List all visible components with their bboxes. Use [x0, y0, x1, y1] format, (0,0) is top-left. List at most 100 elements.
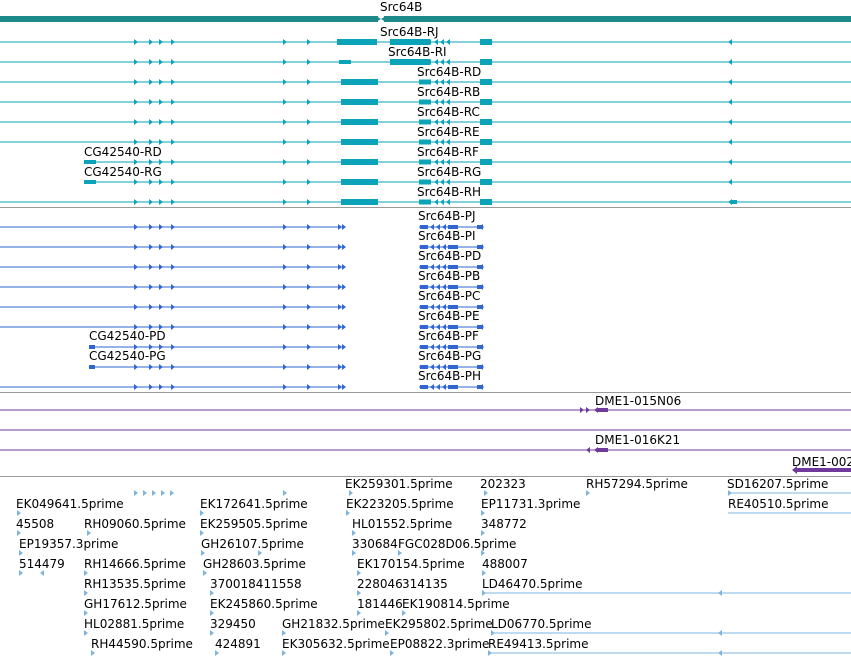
protein-left-label[interactable]: CG42540-PG: [89, 349, 166, 363]
transcript-exon: [480, 139, 492, 145]
transcript-label[interactable]: Src64B-RI: [388, 45, 447, 59]
protein-label[interactable]: Src64B-PD: [418, 249, 482, 263]
gene-label[interactable]: Src64B: [380, 0, 423, 14]
est-label[interactable]: GH21832.5prime: [282, 617, 385, 631]
est-label[interactable]: 330684: [352, 537, 398, 551]
protein-strand-arrow: [442, 284, 446, 290]
est-arrow: [346, 510, 350, 516]
est-label[interactable]: EK295802.5prime: [385, 617, 493, 631]
est-label[interactable]: 181446: [357, 597, 403, 611]
est-label[interactable]: RH09060.5prime: [84, 517, 186, 531]
transcript-label[interactable]: Src64B-RC: [417, 105, 480, 119]
est-label[interactable]: EP19357.3prime: [19, 537, 119, 551]
est-label[interactable]: EK259301.5prime: [345, 477, 453, 491]
protein-strand-arrow: [283, 384, 287, 390]
protein-label[interactable]: Src64B-PI: [418, 229, 476, 243]
protein-label[interactable]: Src64B-PB: [418, 269, 481, 283]
est-arrow: [357, 570, 361, 576]
transcript-exon: [84, 180, 96, 184]
transcript-exon: [732, 200, 737, 204]
transcript-exon: [419, 179, 431, 185]
est-label[interactable]: HL02881.5prime: [84, 617, 185, 631]
transcript-label[interactable]: Src64B-RB: [417, 85, 481, 99]
est-label[interactable]: SD16207.5prime: [727, 477, 829, 491]
est-label[interactable]: 348772: [481, 517, 527, 531]
transcript-exon: [341, 119, 378, 125]
transcript-strand-arrow: [728, 179, 732, 185]
est-label[interactable]: RH14666.5prime: [84, 557, 186, 571]
est-label[interactable]: RE40510.5prime: [728, 497, 829, 511]
clone-label[interactable]: DME1-002: [792, 455, 851, 469]
est-label[interactable]: LD06770.5prime: [491, 617, 592, 631]
protein-label[interactable]: Src64B-PE: [418, 309, 480, 323]
transcript-left-label[interactable]: CG42540-RG: [84, 165, 162, 179]
est-label[interactable]: RH44590.5prime: [91, 637, 193, 651]
protein-label[interactable]: Src64B-PF: [418, 329, 479, 343]
protein-strand-arrow: [338, 344, 342, 350]
est-label[interactable]: 228046: [357, 577, 403, 591]
protein-label[interactable]: Src64B-PH: [418, 369, 481, 383]
est-label[interactable]: FGC028D06.5prime: [398, 537, 517, 551]
est-label[interactable]: EK049641.5prime: [16, 497, 124, 511]
est-label[interactable]: 514479: [19, 557, 65, 571]
protein-exon: [420, 225, 428, 229]
transcript-label[interactable]: Src64B-RE: [417, 125, 480, 139]
est-label[interactable]: EK259505.5prime: [200, 517, 308, 531]
est-label[interactable]: EK223205.5prime: [346, 497, 454, 511]
est-arrow: [352, 550, 356, 556]
est-label[interactable]: EK305632.5prime: [282, 637, 390, 651]
protein-strand-arrow: [283, 244, 287, 250]
transcript-label[interactable]: Src64B-RD: [417, 65, 482, 79]
transcript-exon: [419, 59, 431, 65]
protein-strand-arrow: [342, 344, 346, 350]
clone-label[interactable]: DME1-015N06: [595, 394, 682, 408]
est-label[interactable]: GH28603.5prime: [203, 557, 306, 571]
protein-strand-arrow: [134, 284, 138, 290]
est-label[interactable]: GH26107.5prime: [201, 537, 304, 551]
transcript-strand-arrow: [159, 59, 163, 65]
est-label[interactable]: 424891: [215, 637, 261, 651]
est-label[interactable]: HL01552.5prime: [352, 517, 453, 531]
est-label[interactable]: EK172641.5prime: [200, 497, 308, 511]
protein-left-label[interactable]: CG42540-PD: [89, 329, 166, 343]
est-label[interactable]: 329450: [210, 617, 256, 631]
transcript-exon: [84, 160, 96, 164]
est-label[interactable]: EK190814.5prime: [402, 597, 510, 611]
transcript-label[interactable]: Src64B-RH: [417, 185, 482, 199]
transcript-label[interactable]: Src64B-RG: [417, 165, 482, 179]
transcript-exon: [480, 39, 492, 45]
est-label[interactable]: 314135: [402, 577, 448, 591]
transcript-label[interactable]: Src64B-RF: [417, 145, 479, 159]
protein-label[interactable]: Src64B-PJ: [418, 209, 476, 223]
est-label[interactable]: RH57294.5prime: [586, 477, 688, 491]
transcript-strand-arrow: [171, 119, 175, 125]
est-label[interactable]: LD46470.5prime: [482, 577, 583, 591]
est-label[interactable]: EK170154.5prime: [357, 557, 465, 571]
est-arrow: [282, 630, 286, 636]
est-label[interactable]: EP11731.3prime: [481, 497, 581, 511]
est-label[interactable]: RH13535.5prime: [84, 577, 186, 591]
est-label[interactable]: 45508: [16, 517, 55, 531]
protein-label[interactable]: Src64B-PC: [418, 289, 481, 303]
protein-strand-arrow: [430, 364, 434, 370]
est-label[interactable]: 370018411558: [210, 577, 302, 591]
clone-label[interactable]: DME1-016K21: [595, 433, 681, 447]
transcript-label[interactable]: Src64B-RJ: [380, 25, 439, 39]
protein-strand-arrow: [342, 224, 346, 230]
protein-strand-arrow: [134, 324, 138, 330]
protein-label[interactable]: Src64B-PG: [418, 349, 482, 363]
est-label[interactable]: EK245860.5prime: [210, 597, 318, 611]
est-label[interactable]: GH17612.5prime: [84, 597, 187, 611]
est-label[interactable]: RE49413.5prime: [488, 637, 589, 651]
est-arrow: [718, 590, 722, 596]
est-label[interactable]: 488007: [482, 557, 528, 571]
protein-strand-arrow: [430, 264, 434, 270]
est-arrow: [143, 490, 147, 496]
est-label[interactable]: 202323: [480, 477, 526, 491]
est-label[interactable]: EP08822.3prime: [390, 637, 490, 651]
transcript-strand-arrow: [159, 79, 163, 85]
transcript-left-label[interactable]: CG42540-RD: [84, 145, 162, 159]
protein-strand-arrow: [283, 284, 287, 290]
protein-strand-arrow: [283, 224, 287, 230]
